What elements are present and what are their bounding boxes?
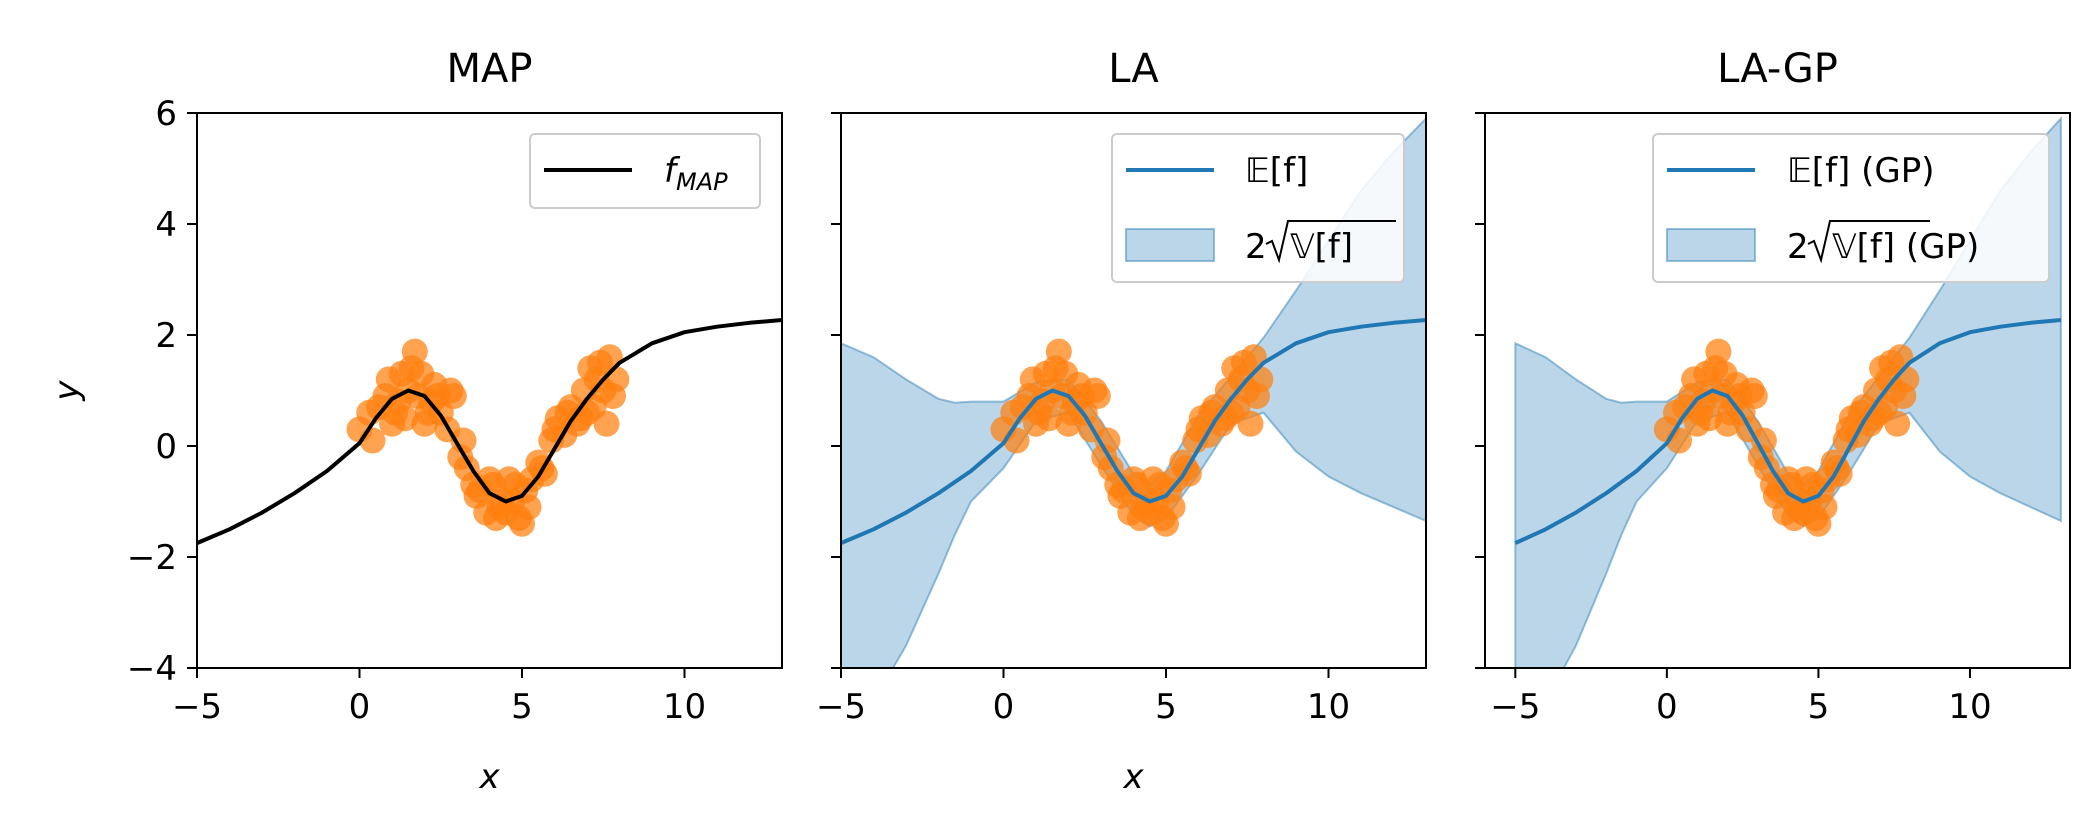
legends: fMAP 𝔼[f]2 𝕍[f]𝔼[f] (GP)2 𝕍[f] (GP) — [529, 133, 2050, 283]
x-tick-label: −5 — [172, 687, 222, 727]
legend-label: 𝕍[f] (GP) — [1832, 227, 1979, 267]
data-point — [1231, 349, 1257, 376]
data-point — [587, 349, 613, 376]
data-point — [1244, 383, 1270, 409]
y-tick-label: 4 — [155, 205, 177, 245]
legend-label: 2 — [1787, 227, 1809, 267]
data-point — [1081, 377, 1108, 404]
legend-label: 𝔼[f] — [1245, 151, 1308, 191]
plot-area — [841, 117, 1426, 668]
x-axis-label: x — [1122, 757, 1144, 797]
data-point — [600, 383, 626, 409]
plot-area — [1514, 115, 2062, 668]
data-point — [437, 377, 464, 404]
data-point — [1781, 505, 1808, 532]
panel-3: −5 0 5 10 LA-GP — [1475, 46, 2071, 727]
x-tick-label: −5 — [816, 687, 866, 727]
sqrt-sign — [1265, 220, 1396, 264]
y-tick-label: 2 — [155, 316, 177, 356]
x-tick-label: 5 — [1808, 687, 1830, 727]
x-tick-label: 0 — [1656, 687, 1678, 727]
data-points — [346, 338, 630, 537]
data-point — [1696, 405, 1723, 432]
data-point — [1793, 466, 1820, 493]
legend-label: 2 — [1245, 227, 1267, 267]
x-tick-label: 5 — [1155, 687, 1177, 727]
data-point — [1127, 505, 1153, 532]
axes-frame — [840, 112, 1427, 669]
data-point — [496, 466, 522, 493]
x-tick-label: 0 — [349, 687, 371, 727]
series-line — [841, 318, 1426, 545]
data-point — [1055, 410, 1082, 437]
data-point — [1878, 349, 1905, 376]
data-point — [1750, 427, 1777, 454]
data-points — [990, 338, 1274, 537]
data-point — [1805, 510, 1832, 537]
x-tick-label: −5 — [1490, 687, 1540, 727]
legend-map — [529, 133, 761, 209]
axes-frame — [196, 112, 783, 669]
x-tick-label: 10 — [663, 687, 706, 727]
sqrt-sign — [1807, 220, 1930, 264]
legend-band-swatch — [1666, 228, 1756, 262]
data-point — [483, 505, 509, 532]
series-line — [1514, 318, 2062, 545]
y-tick-label: 0 — [155, 427, 177, 467]
x-tick-label: 10 — [1307, 687, 1350, 727]
legend-band-swatch — [1125, 228, 1215, 262]
panel-1: −5 0 5 10 −4 −2 0 2 4 6 MAP x y — [47, 46, 783, 797]
panel-title: LA — [1108, 46, 1159, 92]
x-tick-label: 5 — [511, 687, 533, 727]
data-point — [392, 405, 418, 432]
data-point — [398, 355, 425, 382]
data-point — [1153, 510, 1179, 537]
x-tick-label: 10 — [1948, 687, 1991, 727]
data-points — [1653, 338, 1920, 537]
axes-frame — [1484, 112, 2071, 669]
data-point — [1890, 383, 1917, 409]
x-axis-label: x — [478, 757, 500, 797]
data-point — [1140, 466, 1166, 493]
panels: −5 0 5 10 −4 −2 0 2 4 6 MAP x y −5 0 5 10 LA x −5 0 5 10 LA-GP — [47, 46, 2071, 797]
legend-label: 𝕍[f] — [1290, 227, 1353, 267]
y-axis-label: y — [47, 380, 87, 402]
y-tick-label: 6 — [155, 94, 177, 134]
data-point — [1237, 410, 1264, 437]
panel-2: −5 0 5 10 LA x — [816, 46, 1427, 797]
data-point — [509, 510, 535, 537]
data-point — [1042, 355, 1069, 382]
legend-label-subscript: MAP — [676, 168, 728, 196]
plot-area — [197, 318, 782, 545]
y-tick-label: −2 — [127, 538, 177, 578]
data-point — [1036, 405, 1062, 432]
data-point — [593, 410, 620, 437]
panel-title: LA-GP — [1717, 46, 1838, 92]
legend-label: 𝔼[f] (GP) — [1787, 151, 1935, 191]
y-tick-label: −4 — [127, 649, 177, 689]
x-tick-label: 0 — [993, 687, 1015, 727]
series-line — [197, 318, 782, 545]
data-point — [1702, 355, 1729, 382]
data-point — [411, 410, 438, 437]
panel-title: MAP — [447, 46, 533, 92]
